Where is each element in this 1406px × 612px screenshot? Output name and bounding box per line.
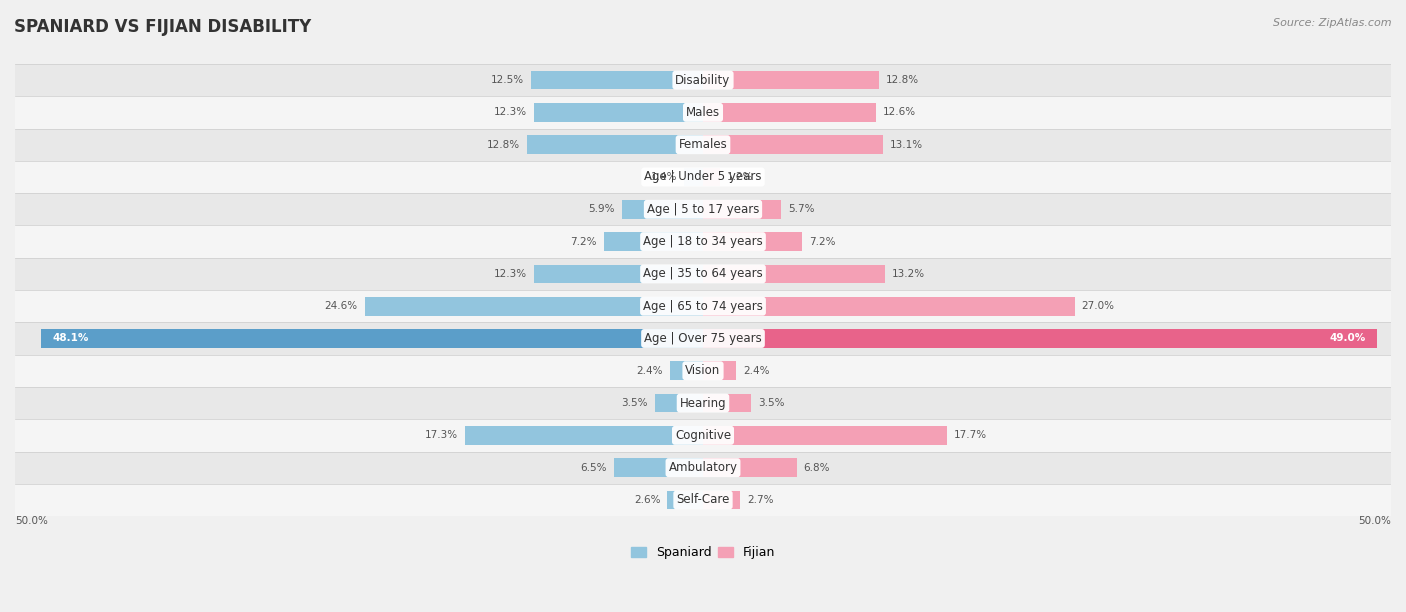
Text: 3.5%: 3.5% [758, 398, 785, 408]
Text: 24.6%: 24.6% [325, 301, 357, 311]
Text: 2.6%: 2.6% [634, 495, 661, 505]
Text: 1.2%: 1.2% [727, 172, 752, 182]
Bar [703, 200, 782, 218]
Text: 7.2%: 7.2% [808, 237, 835, 247]
Text: Source: ZipAtlas.com: Source: ZipAtlas.com [1274, 18, 1392, 28]
Text: 13.2%: 13.2% [891, 269, 925, 279]
Text: 3.5%: 3.5% [621, 398, 648, 408]
Text: Age | Under 5 years: Age | Under 5 years [644, 171, 762, 184]
Bar [703, 103, 876, 122]
Bar [531, 71, 703, 89]
Text: Hearing: Hearing [679, 397, 727, 409]
Bar [534, 103, 703, 122]
Bar [465, 426, 703, 445]
Bar [15, 161, 1391, 193]
Bar [15, 258, 1391, 290]
Text: Females: Females [679, 138, 727, 151]
Bar [703, 394, 751, 412]
Bar [703, 168, 720, 187]
Bar [15, 419, 1391, 452]
Text: 12.8%: 12.8% [486, 140, 520, 150]
Bar [668, 491, 703, 509]
Text: Vision: Vision [685, 364, 721, 377]
Bar [655, 394, 703, 412]
Text: Age | 18 to 34 years: Age | 18 to 34 years [643, 235, 763, 248]
Text: Age | 65 to 74 years: Age | 65 to 74 years [643, 300, 763, 313]
Text: Males: Males [686, 106, 720, 119]
Text: Age | 5 to 17 years: Age | 5 to 17 years [647, 203, 759, 216]
Text: 7.2%: 7.2% [571, 237, 598, 247]
Text: 49.0%: 49.0% [1330, 334, 1367, 343]
Text: 17.3%: 17.3% [425, 430, 458, 441]
Text: 1.4%: 1.4% [651, 172, 676, 182]
Text: 6.8%: 6.8% [803, 463, 830, 472]
Text: 27.0%: 27.0% [1081, 301, 1115, 311]
Bar [15, 64, 1391, 96]
Text: Cognitive: Cognitive [675, 429, 731, 442]
Bar [15, 484, 1391, 516]
Bar [15, 129, 1391, 161]
Text: Ambulatory: Ambulatory [668, 461, 738, 474]
Text: 13.1%: 13.1% [890, 140, 924, 150]
Bar [703, 426, 946, 445]
Text: 50.0%: 50.0% [15, 516, 48, 526]
Text: 5.7%: 5.7% [789, 204, 815, 214]
Bar [527, 135, 703, 154]
Bar [15, 323, 1391, 354]
Text: SPANIARD VS FIJIAN DISABILITY: SPANIARD VS FIJIAN DISABILITY [14, 18, 311, 36]
Text: 50.0%: 50.0% [1358, 516, 1391, 526]
Bar [703, 232, 801, 251]
Text: Age | 35 to 64 years: Age | 35 to 64 years [643, 267, 763, 280]
Text: Disability: Disability [675, 73, 731, 87]
Bar [15, 96, 1391, 129]
Text: Self-Care: Self-Care [676, 493, 730, 507]
Text: 12.5%: 12.5% [491, 75, 524, 85]
Legend: Spaniard, Fijian: Spaniard, Fijian [626, 541, 780, 564]
Bar [703, 135, 883, 154]
Bar [703, 71, 879, 89]
Bar [15, 387, 1391, 419]
Bar [613, 458, 703, 477]
Bar [15, 452, 1391, 484]
Bar [703, 264, 884, 283]
Bar [703, 329, 1378, 348]
Text: 12.3%: 12.3% [494, 269, 527, 279]
Text: 2.7%: 2.7% [747, 495, 773, 505]
Bar [15, 225, 1391, 258]
Bar [671, 362, 703, 380]
Bar [605, 232, 703, 251]
Text: 6.5%: 6.5% [581, 463, 606, 472]
Bar [15, 193, 1391, 225]
Text: 12.3%: 12.3% [494, 107, 527, 118]
Bar [15, 290, 1391, 323]
Text: 17.7%: 17.7% [953, 430, 987, 441]
Text: 5.9%: 5.9% [589, 204, 614, 214]
Bar [703, 297, 1074, 316]
Bar [15, 354, 1391, 387]
Bar [364, 297, 703, 316]
Bar [703, 491, 740, 509]
Bar [621, 200, 703, 218]
Text: 48.1%: 48.1% [52, 334, 89, 343]
Text: 12.8%: 12.8% [886, 75, 920, 85]
Bar [703, 458, 797, 477]
Text: 2.4%: 2.4% [637, 366, 664, 376]
Bar [683, 168, 703, 187]
Bar [41, 329, 703, 348]
Text: 12.6%: 12.6% [883, 107, 917, 118]
Bar [703, 362, 735, 380]
Bar [534, 264, 703, 283]
Text: 2.4%: 2.4% [742, 366, 769, 376]
Text: Age | Over 75 years: Age | Over 75 years [644, 332, 762, 345]
